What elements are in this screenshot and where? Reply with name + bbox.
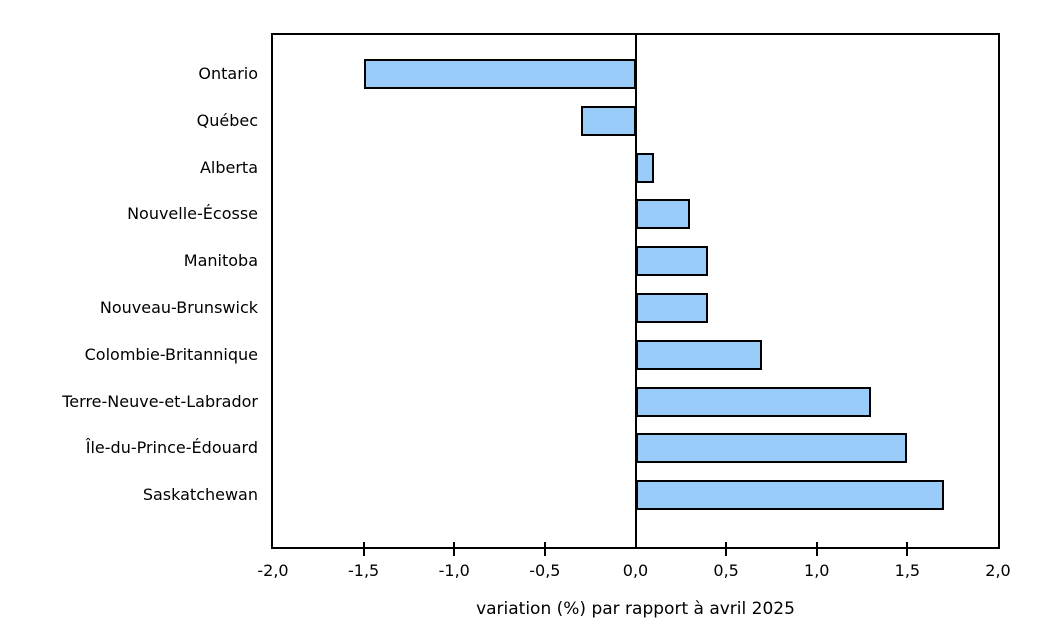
category-label: Colombie-Britannique	[84, 344, 258, 364]
x-tick	[543, 542, 546, 556]
bar	[363, 59, 636, 89]
category-label: Ontario	[198, 64, 258, 83]
category-label: Alberta	[199, 157, 258, 177]
x-tick-label: -1,0	[438, 561, 470, 580]
x-tick-label: 1,5	[894, 561, 921, 580]
x-tick-label: 2,0	[985, 561, 1011, 580]
x-axis-label: variation (%) par rapport à avril 2025	[476, 599, 795, 619]
category-label: Manitoba	[183, 251, 258, 271]
category-label: Nouveau-Brunswick	[99, 298, 258, 317]
bar	[635, 246, 708, 277]
x-tick-label: 0,5	[713, 561, 739, 580]
bar	[581, 105, 636, 136]
x-tick	[453, 542, 456, 556]
x-tick-label: 1,0	[804, 561, 830, 580]
bar	[635, 199, 690, 230]
x-tick	[362, 542, 365, 556]
category-label: Saskatchewan	[142, 485, 258, 505]
x-tick	[815, 542, 818, 556]
x-tick-label: -1,5	[348, 561, 380, 580]
y-axis-category-labels: Ontario Québec Alberta Nouvelle-Écosse Manit…	[0, 0, 258, 634]
x-tick-label: -2,0	[257, 561, 289, 580]
bar	[635, 386, 872, 417]
bar	[635, 433, 908, 464]
x-tick	[725, 542, 728, 556]
zero-baseline	[634, 35, 637, 547]
bar	[635, 152, 654, 183]
x-tick-label: 0,0	[622, 561, 649, 580]
category-label: Québec	[196, 110, 258, 130]
bar	[635, 480, 944, 511]
category-label: Terre-Neuve-et-Labrador	[62, 391, 258, 411]
category-label: Nouvelle-Écosse	[127, 204, 258, 224]
plot-area	[271, 33, 1000, 549]
category-label: Île-du-Prince-Édouard	[85, 438, 258, 458]
x-tick-label: -0,5	[529, 561, 561, 580]
bar	[635, 339, 763, 370]
bar	[635, 293, 708, 323]
x-tick	[906, 542, 909, 556]
